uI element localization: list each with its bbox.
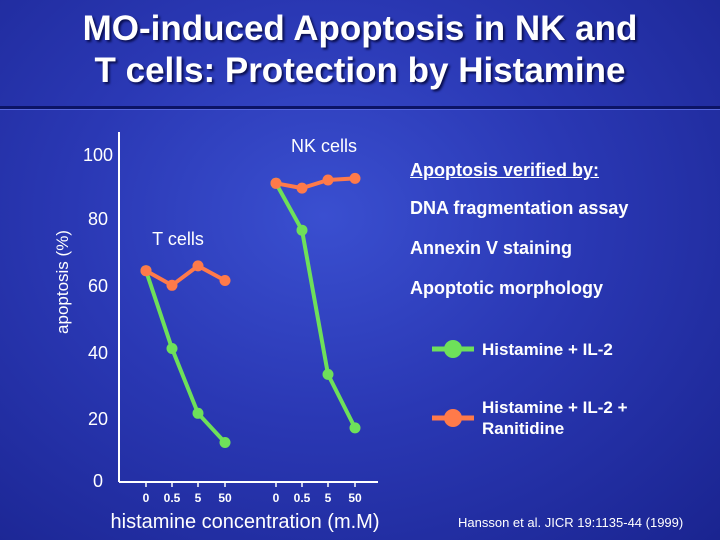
- y-tick-label: 100: [83, 145, 113, 165]
- nk-cells-histamine-il2-ranitidine-point: [322, 174, 334, 186]
- y-tick-label: 80: [88, 209, 108, 229]
- title-divider: [0, 106, 720, 109]
- citation: Hansson et al. JICR 19:1135-44 (1999): [458, 515, 684, 530]
- panel-label-nk-cells: NK cells: [291, 136, 357, 156]
- t-cells-histamine-il2-ranitidine-point: [219, 275, 231, 286]
- t-cells-histamine-il2-ranitidine-point: [192, 260, 204, 272]
- t-cells-histamine-il2-point: [166, 343, 178, 354]
- nk-cells-histamine-il2-ranitidine-point: [349, 172, 361, 184]
- method-annexin-staining: Annexin V staining: [410, 238, 573, 258]
- x-tick-label: 0.5: [164, 491, 181, 505]
- slide-title: MO-induced Apoptosis in NK and T cells: …: [0, 8, 720, 92]
- y-tick-label: 60: [88, 276, 108, 296]
- panel-label-t-cells: T cells: [152, 229, 204, 249]
- nk-cells-histamine-il2-ranitidine-point: [270, 177, 282, 189]
- t-cells-histamine-il2-ranitidine-line: [145, 263, 226, 288]
- nk-cells-histamine-il2-point: [349, 422, 361, 434]
- title-line-2: T cells: Protection by Histamine: [94, 51, 626, 90]
- t-cells-histamine-il2-point: [192, 407, 204, 419]
- nk-cells-histamine-il2-line: [274, 182, 357, 429]
- y-tick-label: 0: [93, 471, 103, 491]
- legend-orange-line-1: Histamine + IL-2 +: [482, 398, 628, 417]
- x-tick-label: 5: [325, 491, 332, 505]
- t-cells-histamine-il2-ranitidine-point: [140, 265, 152, 277]
- verification-heading: Apoptosis verified by:: [410, 160, 600, 180]
- nk-cells-histamine-il2-ranitidine-line: [275, 176, 356, 191]
- method-apoptotic-morphology: Apoptotic morphology: [410, 278, 603, 298]
- nk-cells-histamine-il2-ranitidine-point: [296, 182, 308, 194]
- legend-orange-swatch: [432, 409, 474, 427]
- method-dna-fragmentation: DNA fragmentation assay: [410, 198, 629, 218]
- x-tick-label: 0: [143, 491, 150, 505]
- x-tick-label: 0.5: [294, 491, 311, 505]
- t-cells-histamine-il2-line: [144, 270, 227, 444]
- x-tick-label: 0: [273, 491, 280, 505]
- y-axis-label: apoptosis (%): [53, 230, 72, 334]
- x-tick-label: 50: [348, 491, 362, 505]
- y-tick-label: 20: [88, 409, 108, 429]
- x-tick-label: 50: [218, 491, 232, 505]
- y-tick-label: 40: [88, 343, 108, 363]
- legend-green-label: Histamine + IL-2: [482, 340, 613, 359]
- nk-cells-histamine-il2-point: [322, 368, 334, 380]
- legend-orange-label: Histamine + IL-2 + Ranitidine: [482, 397, 628, 439]
- t-cells-histamine-il2-point: [219, 437, 231, 448]
- legend-green-swatch: [432, 340, 474, 358]
- x-tick-label: 5: [195, 491, 202, 505]
- nk-cells-histamine-il2-point: [296, 224, 308, 236]
- title-line-1: MO-induced Apoptosis in NK and: [82, 9, 638, 48]
- x-axis-label: histamine concentration (m.M): [111, 511, 380, 533]
- legend-orange-line-2: Ranitidine: [482, 419, 565, 438]
- t-cells-histamine-il2-ranitidine-point: [166, 279, 178, 291]
